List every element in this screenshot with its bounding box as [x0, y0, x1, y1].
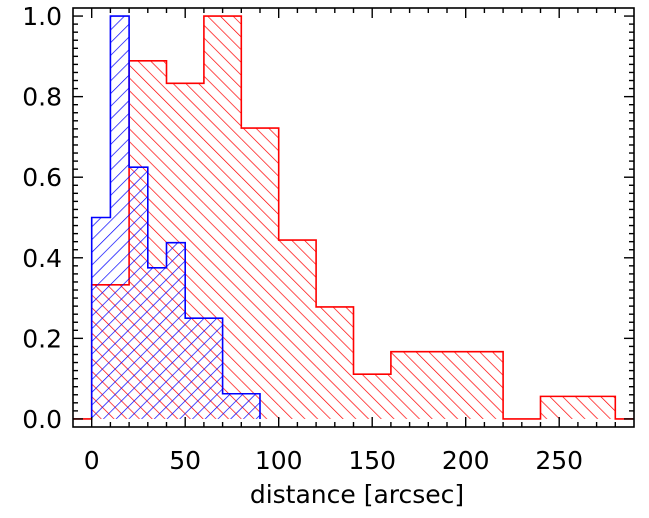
y-tick-label: 0.6 — [22, 163, 62, 192]
y-tick-label: 1.0 — [22, 2, 62, 31]
x-tick-label: 150 — [348, 446, 396, 475]
y-tick-label: 0.2 — [22, 324, 62, 353]
x-tick-label: 250 — [535, 446, 583, 475]
series-1-bar — [91, 217, 111, 419]
x-tick-label: 100 — [255, 446, 303, 475]
series-1 — [90, 15, 261, 419]
series-0 — [73, 15, 634, 420]
series-0-bar — [278, 240, 317, 419]
y-tick-label: 0.0 — [22, 405, 62, 434]
x-tick-label: 50 — [169, 446, 201, 475]
series-0-outline — [73, 15, 634, 420]
series-0-bar — [390, 351, 504, 419]
histogram-bars — [73, 15, 634, 420]
tick-labels: 0 50 100 150 200 250 0.0 0.2 0.4 0.6 0.8 1.0 — [22, 2, 583, 475]
series-1-bar — [166, 242, 186, 419]
x-tick-label: 200 — [442, 446, 490, 475]
series-0-bar — [241, 128, 279, 419]
y-tick-label: 0.4 — [22, 244, 62, 273]
series-0-bar — [540, 396, 616, 419]
axis-ticks — [73, 8, 634, 427]
series-0-bar — [353, 374, 391, 419]
x-axis-label: distance [arcsec] — [250, 480, 464, 509]
x-tick-label: 0 — [84, 446, 100, 475]
series-1-bar — [147, 267, 167, 419]
series-1-outline — [90, 15, 261, 419]
series-0-bar — [316, 306, 354, 419]
series-1-bar — [129, 167, 148, 419]
series-1-bar — [222, 393, 260, 419]
series-1-bar — [185, 318, 223, 419]
series-1-bar — [110, 16, 130, 419]
y-tick-label: 0.8 — [22, 83, 62, 112]
